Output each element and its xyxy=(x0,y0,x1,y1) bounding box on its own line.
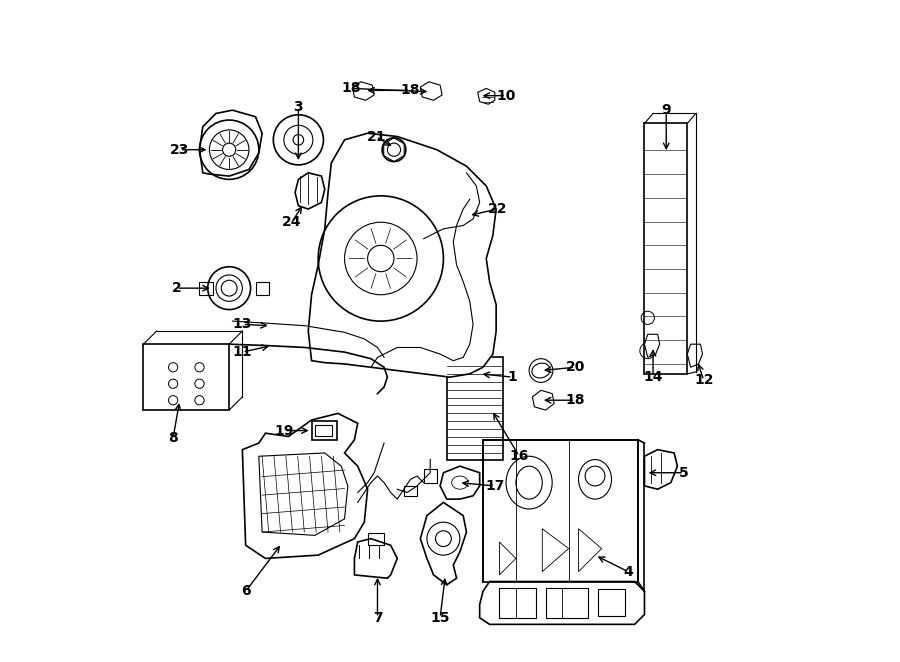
Bar xyxy=(143,344,230,410)
Bar xyxy=(644,123,688,374)
Polygon shape xyxy=(478,89,495,104)
Bar xyxy=(311,421,337,440)
Text: 21: 21 xyxy=(366,130,386,144)
Text: 11: 11 xyxy=(232,345,252,359)
Text: 5: 5 xyxy=(680,466,688,480)
Text: 2: 2 xyxy=(172,281,181,295)
Polygon shape xyxy=(353,82,374,100)
Text: 14: 14 xyxy=(644,370,662,384)
Text: 18: 18 xyxy=(565,393,585,407)
Text: 6: 6 xyxy=(241,585,250,598)
Text: 1: 1 xyxy=(508,370,518,384)
Bar xyxy=(404,486,417,496)
Polygon shape xyxy=(355,539,397,578)
Bar xyxy=(545,588,589,618)
Polygon shape xyxy=(440,466,480,499)
Polygon shape xyxy=(644,449,678,489)
Polygon shape xyxy=(242,413,367,559)
Bar xyxy=(460,344,486,357)
Bar xyxy=(315,424,332,436)
Polygon shape xyxy=(309,133,496,377)
Polygon shape xyxy=(420,502,466,585)
Text: 8: 8 xyxy=(168,431,178,445)
Text: 18: 18 xyxy=(400,83,420,97)
Bar xyxy=(200,281,212,295)
Text: 12: 12 xyxy=(694,373,714,387)
Bar xyxy=(500,588,536,618)
Polygon shape xyxy=(644,334,660,357)
Bar xyxy=(483,440,638,581)
Text: 13: 13 xyxy=(233,317,252,332)
Text: 23: 23 xyxy=(170,143,189,157)
Text: 22: 22 xyxy=(488,202,508,216)
Text: 24: 24 xyxy=(282,215,302,229)
Polygon shape xyxy=(420,82,442,100)
Bar xyxy=(446,357,503,459)
Bar xyxy=(367,534,384,545)
Text: 9: 9 xyxy=(662,103,671,117)
Bar xyxy=(598,589,625,616)
Text: 10: 10 xyxy=(496,89,516,103)
Bar xyxy=(424,469,436,483)
Polygon shape xyxy=(688,344,703,367)
Text: 4: 4 xyxy=(623,565,633,579)
Polygon shape xyxy=(259,453,347,536)
Text: 18: 18 xyxy=(341,81,361,95)
Polygon shape xyxy=(533,391,554,410)
Text: 7: 7 xyxy=(373,611,382,625)
Text: 17: 17 xyxy=(485,479,505,493)
Text: 19: 19 xyxy=(274,424,293,438)
Polygon shape xyxy=(295,173,325,209)
Text: 16: 16 xyxy=(509,449,529,463)
Text: 20: 20 xyxy=(565,360,585,374)
Text: 3: 3 xyxy=(293,100,303,114)
Bar xyxy=(256,281,269,295)
Polygon shape xyxy=(480,581,644,624)
Text: 15: 15 xyxy=(430,611,450,625)
